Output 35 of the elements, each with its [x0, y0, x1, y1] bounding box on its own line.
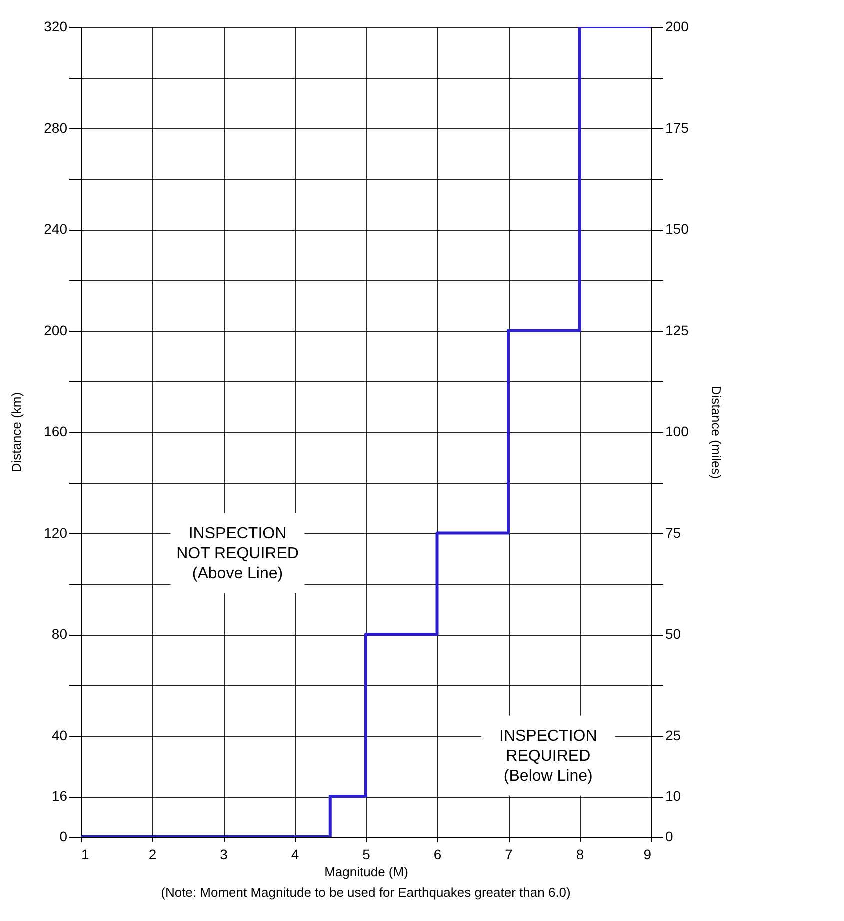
y-tick-label: 16	[52, 788, 68, 804]
y-axis-title: Distance (km)	[9, 392, 24, 473]
y-tick-label: 320	[44, 18, 68, 34]
y-tick-label: 120	[44, 524, 68, 541]
x-axis-title: Magnitude (M)	[324, 864, 408, 880]
y-tick-label: 200	[44, 322, 68, 338]
y2-tick-label: 100	[666, 424, 690, 440]
y2-tick-label: 50	[666, 626, 682, 642]
y-tick-label: 280	[44, 120, 68, 136]
y2-tick-label: 10	[666, 788, 682, 804]
y-tick-label: 160	[44, 424, 68, 440]
x-tick-label: 8	[576, 846, 584, 862]
y2-tick-label: 200	[666, 18, 690, 34]
x-tick-label: 9	[644, 846, 652, 862]
y-tick-label: 0	[60, 828, 68, 844]
annotation: INSPECTION REQUIRED (Below Line)	[500, 728, 598, 785]
y2-tick-label: 125	[666, 322, 690, 338]
x-tick-label: 7	[505, 846, 514, 862]
x-tick-label: 3	[220, 846, 228, 862]
y2-axis-title: Distance (miles)	[708, 386, 724, 480]
y-tick-label: 240	[44, 221, 68, 237]
x-tick-label: 4	[291, 846, 300, 862]
x-tick-label: 1	[82, 846, 90, 862]
x-tick-label: 2	[148, 846, 157, 862]
x-tick-label: 6	[434, 846, 442, 862]
y2-tick-label: 75	[666, 524, 682, 541]
y2-tick-label: 25	[666, 727, 682, 744]
y-tick-label: 80	[52, 626, 68, 642]
annotation: INSPECTION NOT REQUIRED (Above Line)	[176, 525, 299, 582]
y2-tick-label: 150	[666, 221, 690, 237]
x-tick-label: 5	[362, 846, 371, 862]
y2-tick-label: 175	[666, 120, 690, 136]
y2-tick-label: 0	[666, 828, 674, 844]
text: (Note: Moment Magnitude to be used for Earthquakes greater than 6.0)	[161, 885, 571, 900]
y-tick-label: 40	[52, 727, 68, 744]
